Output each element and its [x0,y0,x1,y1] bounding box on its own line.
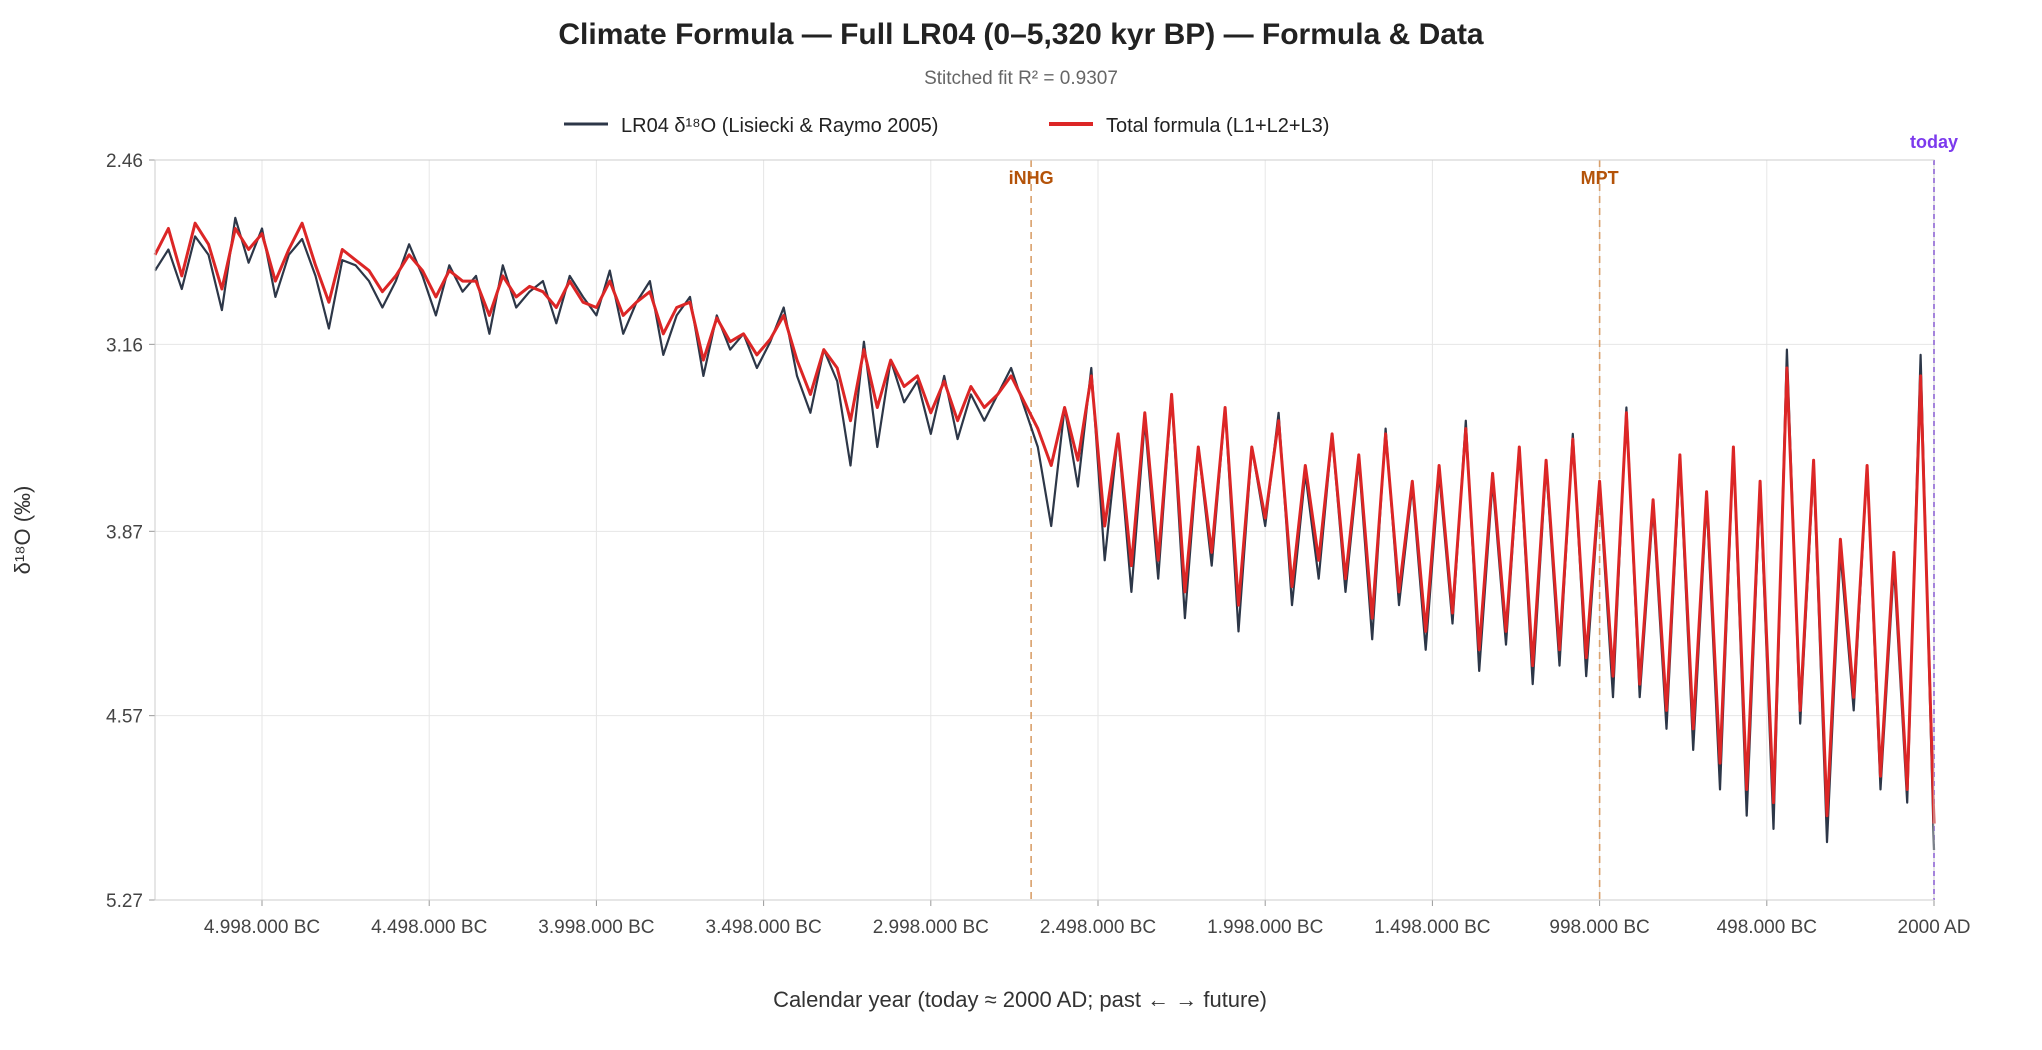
plot-frame [154,159,1935,901]
y-tick-label: 5.27 [106,891,143,912]
x-tick-label: 2000 AD [1898,917,1971,938]
x-tick-label: 4.998.000 BC [204,917,320,938]
legend-label-formula: Total formula (L1+L2+L3) [1106,115,1329,137]
y-tick-label: 3.16 [106,335,143,356]
x-tick-label: 3.998.000 BC [538,917,654,938]
x-tick-label: 998.000 BC [1549,917,1649,938]
tick-labels: 2.46 3.16 3.87 4.57 5.27 4.998.000 BC 4.498.00… [106,151,1970,938]
x-axis-label: Calendar year (today ≈ 2000 AD; past ← →… [773,987,1267,1012]
x-tick-label: 3.498.000 BC [706,917,822,938]
series-lines [153,216,1936,851]
series-line-formula [153,221,1936,824]
x-tick-label: 2.498.000 BC [1040,917,1156,938]
x-tick-label: 498.000 BC [1717,917,1817,938]
y-axis-label: δ¹⁸O (‰) [10,486,35,575]
marker-label-mpt: MPT [1581,168,1619,188]
chart-title: Climate Formula — Full LR04 (0–5,320 kyr… [558,18,1484,51]
chart-subtitle: Stitched fit R² = 0.9307 [924,68,1118,89]
series-line-lr04 [154,216,1936,851]
y-tick-label: 3.87 [106,522,143,543]
y-tick-label: 2.46 [106,151,143,172]
x-tick-label: 1.498.000 BC [1374,917,1490,938]
x-tick-label: 2.998.000 BC [873,917,989,938]
marker-label-today: today [1910,132,1958,152]
x-tick-label: 4.498.000 BC [371,917,487,938]
legend: LR04 δ¹⁸O (Lisiecki & Raymo 2005) Total … [564,115,1329,137]
marker-label-inhg: iNHG [1009,168,1054,188]
x-tick-label: 1.998.000 BC [1207,917,1323,938]
y-tick-label: 4.57 [106,707,143,728]
legend-label-lr04: LR04 δ¹⁸O (Lisiecki & Raymo 2005) [621,115,938,137]
